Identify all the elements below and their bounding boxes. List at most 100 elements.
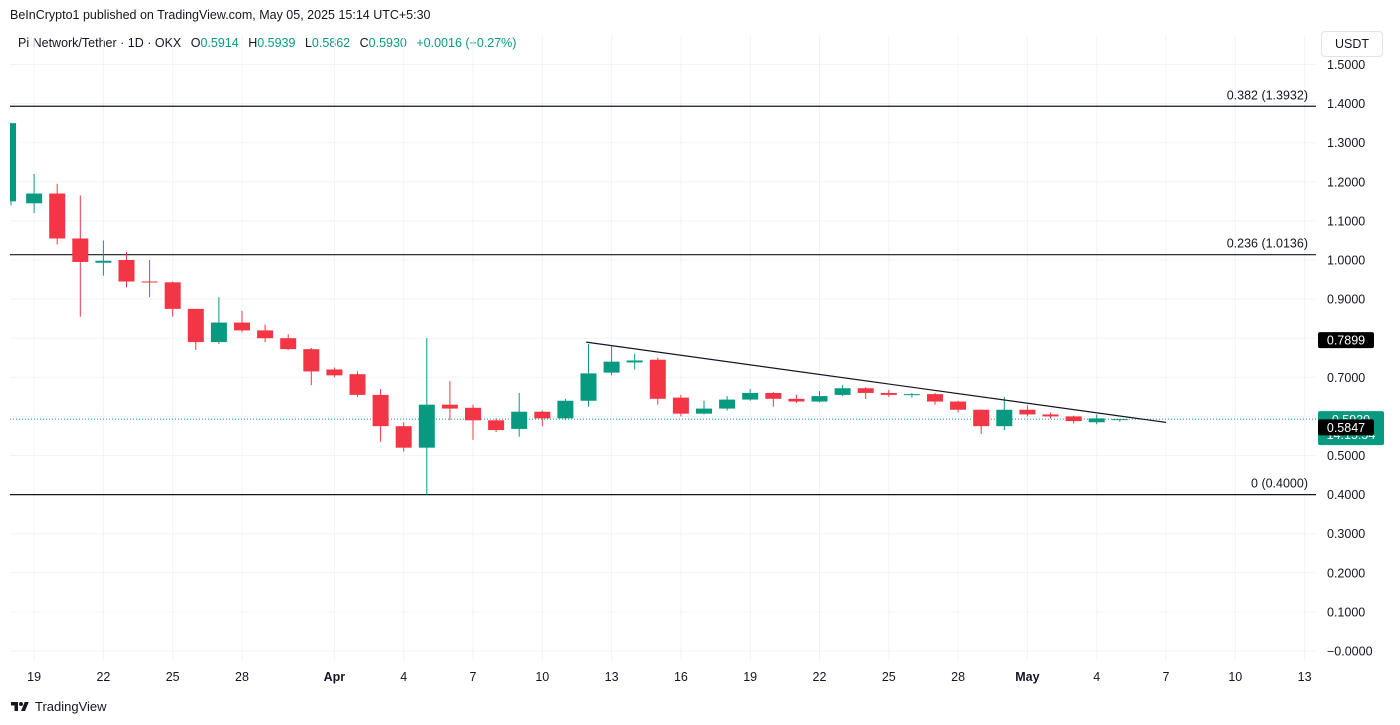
candle bbox=[880, 389, 897, 397]
candle bbox=[742, 389, 759, 401]
price-label-text: 0.7899 bbox=[1327, 334, 1365, 348]
candle bbox=[996, 396, 1013, 431]
candle bbox=[788, 394, 805, 404]
fib-level-label: 0.236 (1.0136) bbox=[1227, 237, 1308, 251]
candle bbox=[488, 418, 505, 433]
x-tick-label: 4 bbox=[1093, 670, 1100, 684]
candle-body bbox=[696, 408, 712, 414]
price-label: 0.7899 bbox=[1318, 332, 1374, 349]
candle-body bbox=[927, 394, 943, 402]
candle bbox=[164, 281, 181, 317]
high-label: H bbox=[248, 36, 258, 50]
price-label-text: 0.5847 bbox=[1327, 421, 1365, 435]
candle-body bbox=[857, 388, 874, 393]
y-tick-label: 1.4000 bbox=[1327, 97, 1365, 111]
candle bbox=[927, 392, 943, 405]
candle bbox=[672, 394, 689, 417]
candle-body bbox=[395, 426, 412, 448]
candle bbox=[534, 410, 551, 427]
candle-body bbox=[880, 392, 897, 395]
candle-body bbox=[418, 404, 435, 448]
trendline bbox=[586, 341, 1167, 423]
y-tick-label: 1.1000 bbox=[1327, 214, 1365, 228]
candle-body bbox=[72, 238, 89, 262]
x-tick-label: 19 bbox=[27, 670, 41, 684]
candle bbox=[280, 334, 297, 350]
x-tick-label: 10 bbox=[1228, 670, 1242, 684]
symbol-info[interactable]: Pi Network/Tether · 1D · OKX bbox=[18, 36, 182, 50]
candle bbox=[1088, 414, 1105, 425]
candle bbox=[1019, 405, 1036, 417]
x-tick-label: 10 bbox=[535, 670, 549, 684]
y-tick-label: 0.7000 bbox=[1327, 371, 1365, 385]
footer-brand[interactable]: TradingView bbox=[10, 699, 107, 714]
candle-body bbox=[996, 409, 1013, 427]
fib-level-label: 0.382 (1.3932) bbox=[1227, 88, 1308, 102]
candle bbox=[557, 398, 574, 421]
candle bbox=[649, 357, 666, 405]
y-tick-label: 0.4000 bbox=[1327, 488, 1365, 502]
candle-body bbox=[210, 322, 227, 343]
x-tick-label: 13 bbox=[605, 670, 619, 684]
candle-body bbox=[603, 361, 620, 373]
y-tick-label: 0.3000 bbox=[1327, 527, 1365, 541]
candle-body bbox=[1088, 418, 1105, 423]
x-tick-label: 22 bbox=[813, 670, 827, 684]
candle-body bbox=[326, 369, 343, 376]
price-label-bg bbox=[1318, 332, 1374, 349]
candle-body bbox=[765, 392, 782, 399]
fib-level-label: 0 (0.4000) bbox=[1251, 477, 1308, 491]
candle-body bbox=[141, 281, 158, 283]
candle bbox=[72, 195, 89, 317]
candle-body bbox=[257, 330, 274, 339]
publisher-line: BeInCrypto1 published on TradingView.com… bbox=[10, 8, 431, 22]
x-tick-label: 25 bbox=[882, 670, 896, 684]
candle bbox=[118, 252, 135, 288]
price-label-bg bbox=[1318, 419, 1374, 436]
candle-body bbox=[534, 411, 551, 419]
x-tick-label: 22 bbox=[96, 670, 110, 684]
currency-button[interactable]: USDT bbox=[1321, 31, 1383, 57]
candle bbox=[834, 385, 851, 397]
candle-body bbox=[1042, 414, 1059, 417]
candle-body bbox=[580, 373, 597, 401]
chart-legend: Pi Network/Tether · 1D · OKX O0.5914 H0.… bbox=[18, 36, 516, 50]
candle bbox=[719, 396, 736, 411]
candle bbox=[1042, 412, 1059, 419]
close-label: C bbox=[359, 36, 369, 50]
candle bbox=[349, 371, 366, 397]
candle-body bbox=[1019, 409, 1036, 415]
price-label: 0.5847 bbox=[1318, 419, 1374, 436]
open-label: O bbox=[190, 36, 201, 50]
candle bbox=[465, 404, 481, 440]
candle-body bbox=[719, 399, 736, 409]
candle-body bbox=[511, 411, 528, 429]
candle bbox=[257, 324, 274, 343]
candle-body bbox=[303, 349, 320, 372]
candle bbox=[26, 173, 43, 214]
x-tick-label: 28 bbox=[951, 670, 965, 684]
candle-body bbox=[903, 394, 920, 396]
candle bbox=[187, 308, 204, 350]
close-value: 0.5930 bbox=[368, 36, 407, 50]
candle-body bbox=[234, 322, 250, 331]
candle-body bbox=[811, 396, 828, 402]
candle bbox=[511, 392, 528, 437]
candle-body bbox=[488, 420, 505, 431]
candle bbox=[418, 338, 435, 495]
candle bbox=[580, 344, 597, 407]
candle-body bbox=[441, 404, 458, 409]
open-value: 0.5914 bbox=[200, 36, 239, 50]
low-label: L bbox=[304, 36, 312, 50]
candle bbox=[1065, 415, 1082, 424]
high-value: 0.5939 bbox=[257, 36, 296, 50]
y-tick-label: −0.0000 bbox=[1327, 645, 1373, 659]
y-tick-label: 1.3000 bbox=[1327, 136, 1365, 150]
candle bbox=[95, 240, 112, 276]
x-tick-label: 4 bbox=[400, 670, 407, 684]
y-tick-label: 0.5000 bbox=[1327, 449, 1365, 463]
candle-body bbox=[465, 407, 481, 421]
candle bbox=[950, 400, 967, 413]
x-tick-label: 7 bbox=[470, 670, 477, 684]
